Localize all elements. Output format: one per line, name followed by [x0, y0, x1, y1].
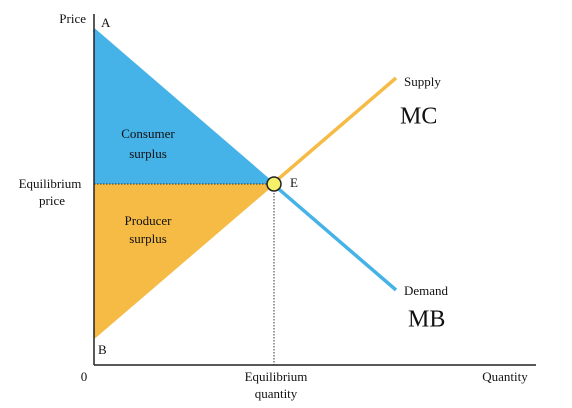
equilibrium-quantity-label: quantity [255, 386, 298, 401]
curve-symbol: MB [408, 307, 445, 333]
curve-label: Supply [404, 74, 441, 89]
region-label: surplus [129, 146, 167, 161]
point-label: A [101, 15, 111, 30]
curve-label: Demand [404, 283, 449, 298]
region-label: Producer [125, 213, 173, 228]
x-axis-label: Quantity [482, 369, 528, 384]
equilibrium-quantity-label: Equilibrium [245, 369, 308, 384]
equilibrium-price-label: Equilibrium [19, 176, 82, 191]
curve-symbol: MC [400, 104, 437, 130]
origin-label: 0 [81, 369, 88, 384]
region-label: Consumer [121, 126, 175, 141]
point-label: B [98, 342, 107, 357]
demand-curve [92, 28, 398, 292]
point-label: E [290, 175, 298, 190]
y-axis-label: Price [59, 11, 86, 26]
supply-curve [92, 76, 398, 339]
equilibrium-point [266, 176, 282, 192]
equilibrium-price-label: price [39, 193, 65, 208]
region-label: surplus [129, 231, 167, 246]
